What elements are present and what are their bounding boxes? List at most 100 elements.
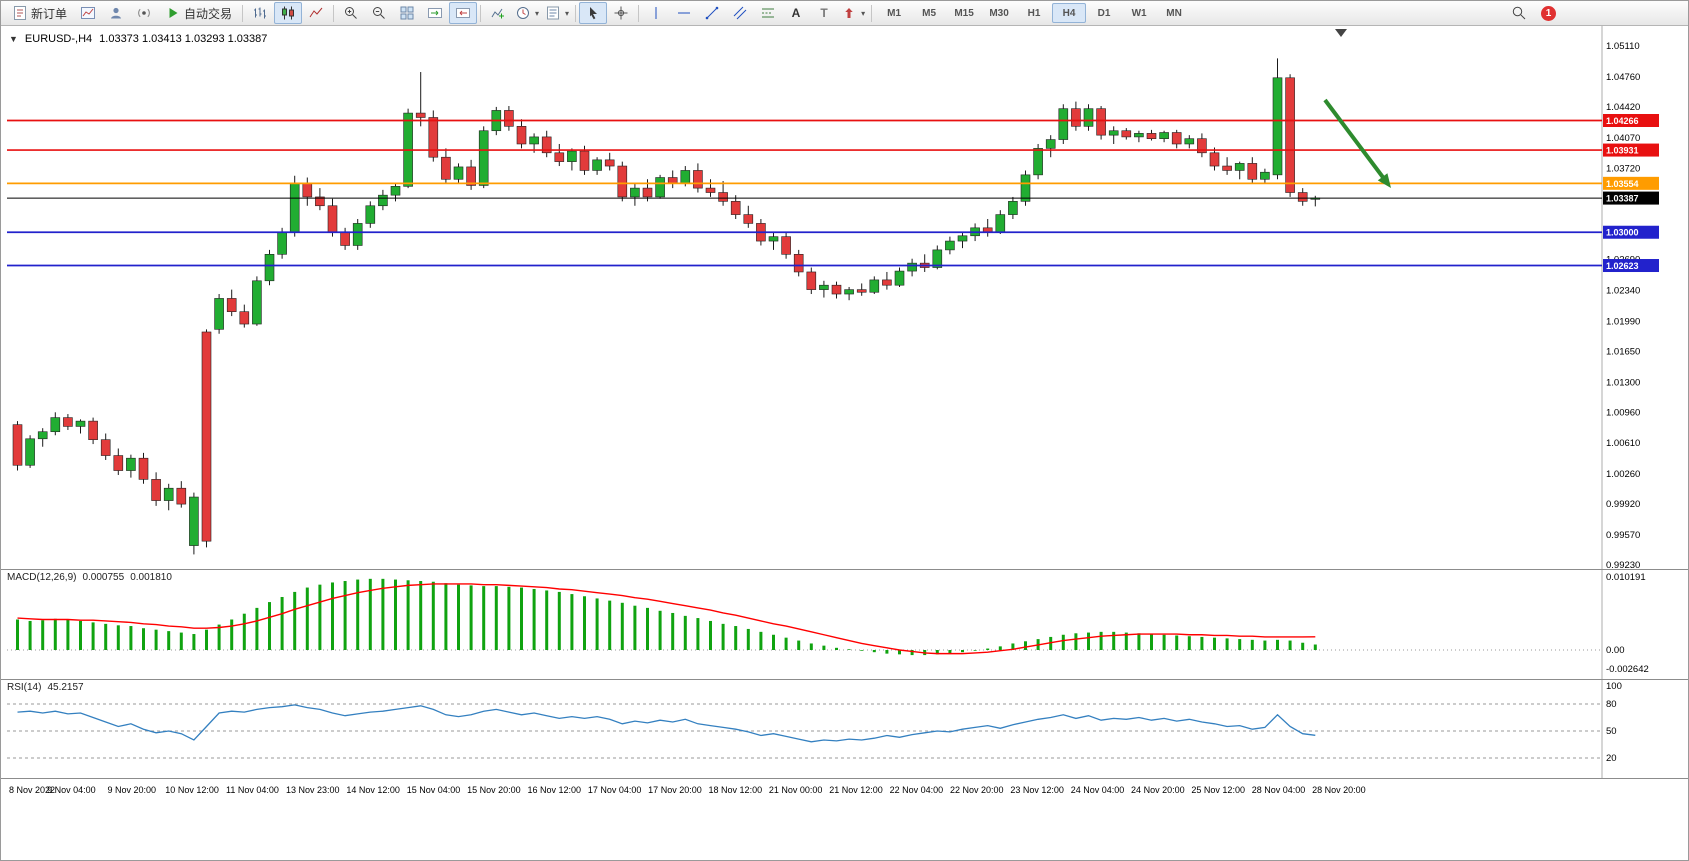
zoom-in-button[interactable]: [337, 2, 365, 24]
time-axis-label: 24 Nov 04:00: [1070, 785, 1125, 795]
candle: [1083, 104, 1094, 131]
bar-chart-button[interactable]: [246, 2, 274, 24]
toolbar-separator: [575, 4, 577, 22]
macd-scale-label: 0.00: [1606, 645, 1625, 656]
horizontal-line-tool-button[interactable]: [670, 2, 698, 24]
time-axis-label: 25 Nov 12:00: [1191, 785, 1245, 795]
price-axis-label: 1.05110: [1606, 41, 1640, 52]
auto-scroll-button[interactable]: [421, 2, 449, 24]
indicators-button[interactable]: [484, 2, 512, 24]
time-axis-label: 17 Nov 04:00: [587, 785, 642, 795]
timeframe-h1-button[interactable]: H1: [1027, 7, 1041, 19]
autotrading-button[interactable]: 自动交易: [158, 2, 239, 24]
time-axis-label: 28 Nov 04:00: [1251, 785, 1306, 795]
time-axis-label: 11 Nov 04:00: [226, 785, 279, 795]
rsi-line: [17, 704, 1316, 743]
candle: [378, 189, 388, 211]
candle: [239, 304, 250, 328]
candle: [1045, 135, 1056, 158]
candle: [856, 283, 867, 296]
timeframe-h4-button[interactable]: H4: [1052, 3, 1087, 23]
svg-text:T: T: [820, 6, 828, 20]
chevron-down-icon: ▾: [535, 8, 540, 18]
chart-symbol-period: EURUSD-,H4: [24, 33, 93, 45]
periods-button[interactable]: ▾: [512, 2, 542, 24]
periods-clock-icon: [517, 7, 530, 19]
line-chart-icon: [309, 7, 323, 18]
toolbar-separator: [871, 4, 873, 22]
line-chart-button[interactable]: [302, 2, 330, 24]
candle: [478, 126, 489, 189]
timeframe-m1-button[interactable]: M1: [887, 7, 902, 19]
candle: [100, 433, 111, 460]
cursor-button[interactable]: [579, 2, 608, 24]
price-tag-label: 1.03554: [1606, 179, 1639, 189]
search-button[interactable]: [1505, 2, 1533, 24]
vertical-line-tool-button[interactable]: [642, 2, 670, 24]
candle: [302, 177, 313, 206]
price-chart-canvas[interactable]: 1.05110 1.04760 1.04420 1.04070 1.03720 1.033…: [1, 26, 1689, 571]
chart-shift-icon: [456, 8, 471, 18]
candle: [806, 267, 817, 295]
timeframe-m30-button[interactable]: M30: [989, 7, 1009, 19]
chart-shift-button[interactable]: [449, 2, 478, 24]
time-axis[interactable]: 8 Nov 2022 9 Nov 04:00 9 Nov 20:00 10 Nov 1…: [1, 778, 1688, 804]
tile-windows-button[interactable]: [393, 2, 421, 24]
timeframe-m15-button[interactable]: M15: [954, 7, 974, 19]
candle: [441, 148, 451, 184]
candle: [1260, 168, 1270, 184]
timeframe-mn-button[interactable]: MN: [1166, 7, 1182, 19]
zoom-out-button[interactable]: [365, 2, 393, 24]
candlestick-chart-button[interactable]: [274, 2, 303, 24]
profiles-button[interactable]: [102, 2, 130, 24]
macd-pane[interactable]: 0.010191 0.00 -0.002642 MACD(12,26,9) 0.00…: [1, 569, 1688, 679]
macd-signal-line: [17, 583, 1316, 655]
candle: [831, 281, 842, 299]
price-tag: [1603, 113, 1659, 127]
candle: [365, 201, 376, 228]
channel-tool-button[interactable]: [726, 2, 754, 24]
text-label-tool-button[interactable]: T: [810, 2, 838, 24]
crosshair-button[interactable]: [607, 2, 635, 24]
toolbar-separator: [333, 4, 335, 22]
trendline-tool-button[interactable]: [698, 2, 726, 24]
candle: [1096, 106, 1106, 140]
macd-histogram: [16, 578, 1317, 656]
text-tool-button[interactable]: A: [782, 2, 810, 24]
timeframe-m5-button[interactable]: M5: [922, 7, 937, 19]
time-axis-label: 24 Nov 20:00: [1131, 785, 1185, 795]
one-click-trading-toggle[interactable]: ▼: [9, 34, 18, 44]
arrow-annotation[interactable]: [1323, 98, 1391, 188]
price-axis-label: 0.99230: [1606, 560, 1640, 569]
candle: [1159, 130, 1169, 143]
time-axis-label: 22 Nov 20:00: [949, 785, 1004, 795]
time-axis-label: 28 Nov 20:00: [1312, 785, 1366, 795]
timeframe-w1-button[interactable]: W1: [1131, 7, 1147, 19]
arrows-icon: [845, 8, 853, 18]
candle: [151, 472, 161, 506]
new-order-button[interactable]: 新订单: [5, 2, 74, 24]
price-chart-pane[interactable]: 1.05110 1.04760 1.04420 1.04070 1.03720 1.033…: [1, 26, 1689, 571]
price-tag-label: 1.02623: [1606, 261, 1639, 271]
candle: [781, 232, 791, 259]
rsi-pane[interactable]: 100 80 50 20 RSI(14) 45.2157: [1, 679, 1688, 778]
candle: [252, 276, 262, 326]
price-axis-label: 1.00960: [1606, 407, 1640, 418]
alerts-button[interactable]: [130, 2, 158, 24]
candle: [340, 227, 350, 250]
new-chart-button[interactable]: [74, 2, 102, 24]
candle: [693, 163, 703, 193]
timeframe-d1-button[interactable]: D1: [1097, 7, 1111, 19]
notification-badge[interactable]: 1: [1541, 5, 1556, 21]
candle: [1171, 129, 1182, 149]
chart-shift-marker[interactable]: [1335, 29, 1347, 37]
candle: [1272, 58, 1283, 180]
price-axis-label: 0.99920: [1606, 499, 1640, 510]
fibonacci-tool-button[interactable]: [754, 2, 782, 24]
price-axis-label: 1.01990: [1606, 316, 1640, 327]
candle: [176, 481, 187, 508]
candle: [264, 249, 275, 286]
templates-button[interactable]: ▾: [542, 2, 572, 24]
arrows-tool-button[interactable]: ▾: [838, 2, 868, 24]
